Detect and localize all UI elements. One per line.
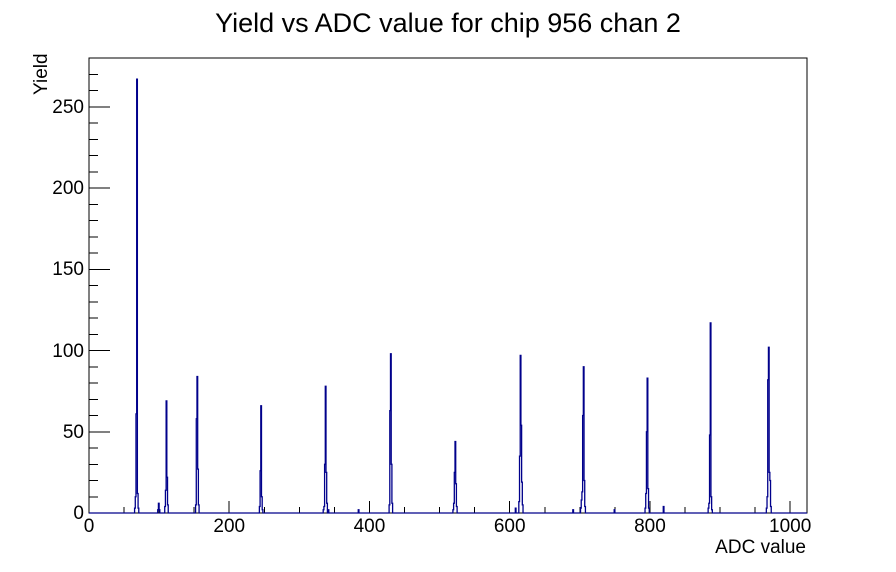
- x-tick-label: 400: [353, 516, 386, 537]
- x-tick-label: 1000: [769, 516, 812, 537]
- y-tick-label: 250: [52, 96, 84, 118]
- y-tick-label: 50: [62, 421, 84, 443]
- x-axis-title: ADC value: [715, 537, 806, 558]
- y-tick-label: 150: [52, 259, 84, 281]
- x-tick-label: 200: [213, 516, 246, 537]
- y-tick-label: 100: [52, 340, 84, 362]
- x-tick-label: 0: [83, 516, 95, 537]
- histogram-line: [89, 78, 807, 514]
- x-tick-label: 600: [493, 516, 526, 537]
- x-tick-label: 800: [634, 516, 666, 537]
- chart-title: Yield vs ADC value for chip 956 chan 2: [215, 8, 681, 38]
- y-tick-label: 200: [52, 178, 84, 199]
- y-tick-label: 0: [73, 503, 84, 524]
